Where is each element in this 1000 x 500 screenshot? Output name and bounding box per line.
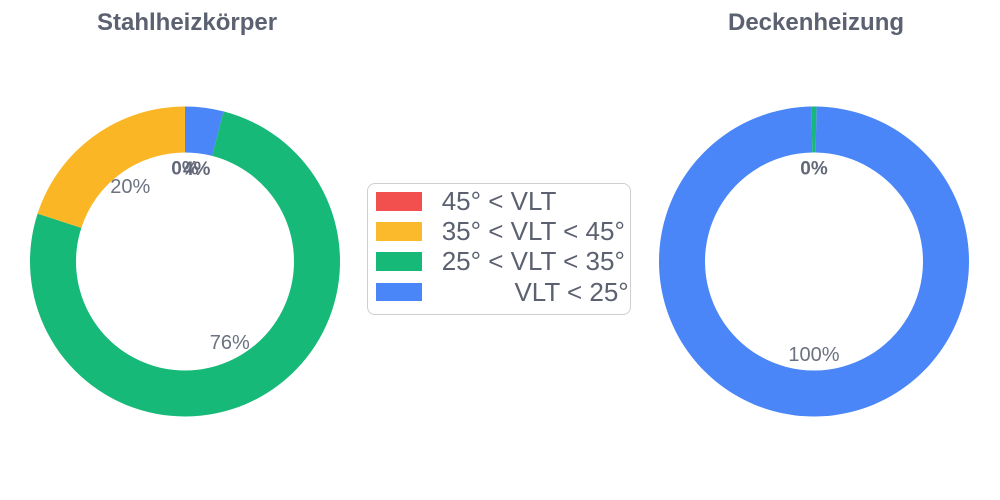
svg-text:20%: 20% [110,176,150,198]
svg-text:4%: 4% [183,159,211,180]
svg-text:76%: 76% [210,332,250,354]
svg-text:100%: 100% [788,344,839,366]
svg-text:0%: 0% [800,159,828,180]
